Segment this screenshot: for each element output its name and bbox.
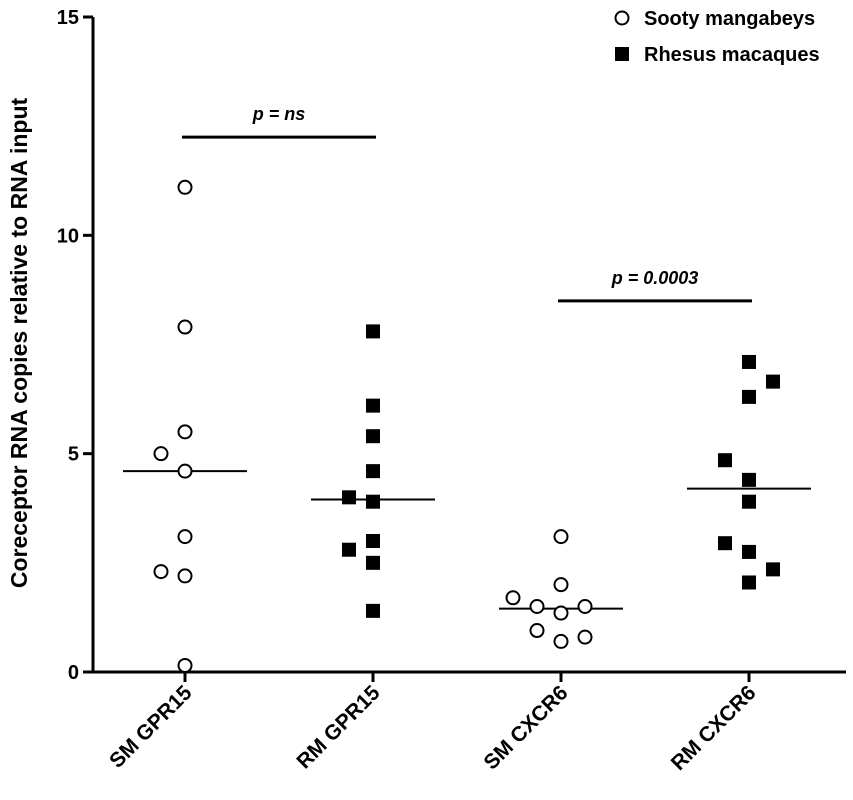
data-point-rhesus-macaque <box>766 562 780 577</box>
data-point-sooty-mangabey <box>553 633 569 649</box>
y-tick-label: 15 <box>57 7 79 29</box>
data-point-sooty-mangabey <box>553 529 569 545</box>
data-point-rhesus-macaque <box>742 494 756 509</box>
data-point-sooty-mangabey <box>529 599 545 614</box>
y-tick-label: 10 <box>57 225 79 247</box>
data-point-sooty-mangabey <box>177 568 193 584</box>
data-point-rhesus-macaque <box>718 536 732 551</box>
data-point-sooty-mangabey <box>577 599 593 614</box>
data-point-sooty-mangabey <box>153 446 169 462</box>
data-point-rhesus-macaque <box>366 534 380 548</box>
data-point-rhesus-macaque <box>742 389 756 404</box>
data-point-sooty-mangabey <box>505 590 521 606</box>
data-point-sooty-mangabey <box>177 179 193 195</box>
data-point-sooty-mangabey <box>529 623 545 639</box>
data-point-rhesus-macaque <box>366 494 380 509</box>
data-point-rhesus-macaque <box>366 603 380 618</box>
legend-marker-circle <box>614 10 630 26</box>
legend-label: Rhesus macaques <box>644 44 820 66</box>
median-lines <box>123 470 811 610</box>
data-point-rhesus-macaque <box>366 555 380 570</box>
data-point-sooty-mangabey <box>177 529 193 545</box>
data-point-rhesus-macaque <box>366 398 380 413</box>
data-point-sooty-mangabey <box>553 577 569 593</box>
x-tick-label: RM GPR15 <box>292 681 384 773</box>
y-tick-label: 5 <box>68 444 79 466</box>
legend-marker-square <box>615 47 629 61</box>
data-point-rhesus-macaque <box>742 575 756 590</box>
legend-label: Sooty mangabeys <box>644 8 815 30</box>
data-point-sooty-mangabey <box>577 629 593 645</box>
data-point-rhesus-macaque <box>742 544 756 559</box>
data-point-sooty-mangabey <box>153 564 169 580</box>
data-point-rhesus-macaque <box>742 354 756 369</box>
data-points <box>153 179 780 673</box>
data-point-sooty-mangabey <box>177 657 193 673</box>
x-tick-label: SM CXCR6 <box>480 681 573 774</box>
data-point-rhesus-macaque <box>342 542 356 557</box>
x-tick-label: RM CXCR6 <box>667 681 761 775</box>
x-tick-label: SM GPR15 <box>105 681 197 773</box>
data-point-sooty-mangabey <box>177 319 193 335</box>
data-point-sooty-mangabey <box>177 463 193 479</box>
axes: 0 5 10 15 SM GPR15 RM GPR15 SM CXCR6 RM CXCR6 <box>57 7 846 775</box>
p-value-label: p = ns <box>252 104 306 124</box>
legend: Sooty mangabeys Rhesus macaques <box>614 8 820 66</box>
data-point-sooty-mangabey <box>177 424 193 440</box>
data-point-rhesus-macaque <box>742 472 756 487</box>
significance-annotations: p = ns p = 0.0003 <box>182 104 752 303</box>
data-point-rhesus-macaque <box>366 429 380 444</box>
data-point-sooty-mangabey <box>553 605 569 621</box>
y-axis-label: Coreceptor RNA copies relative to RNA in… <box>6 98 32 589</box>
data-point-rhesus-macaque <box>766 374 780 389</box>
data-point-rhesus-macaque <box>366 324 380 339</box>
data-point-rhesus-macaque <box>366 464 380 479</box>
data-point-rhesus-macaque <box>342 490 356 505</box>
p-value-label: p = 0.0003 <box>611 268 699 288</box>
data-point-rhesus-macaque <box>718 453 732 468</box>
y-tick-label: 0 <box>68 662 79 684</box>
